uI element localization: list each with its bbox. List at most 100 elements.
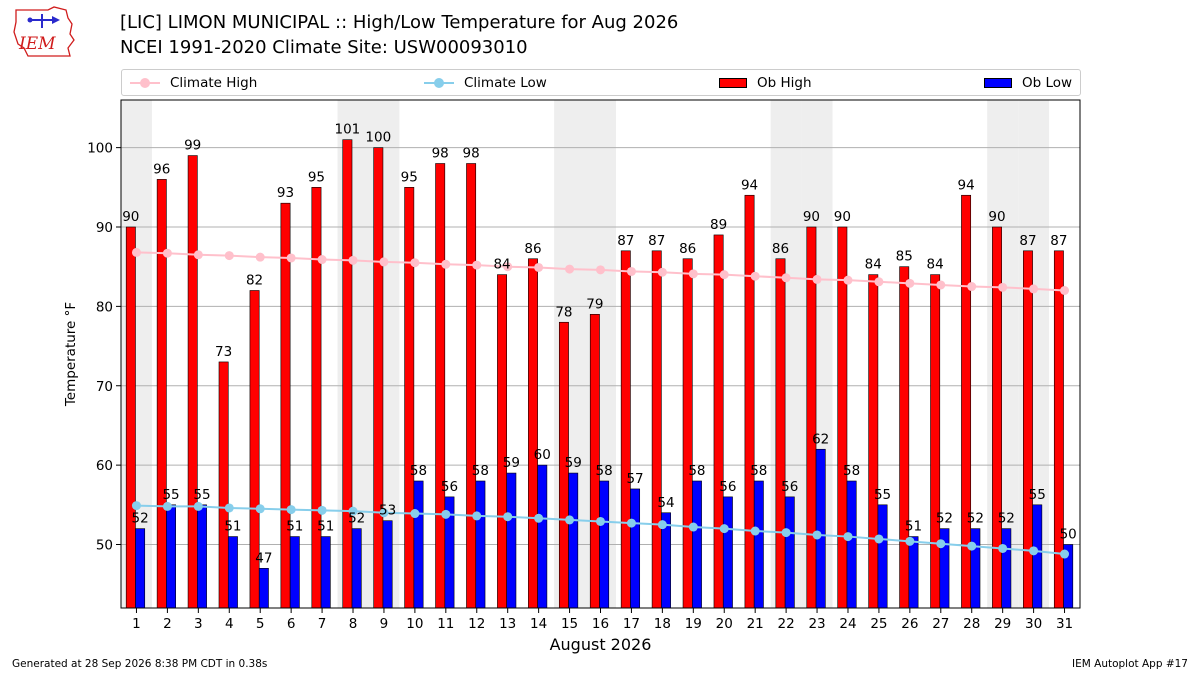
label-ob-low: 51	[286, 519, 303, 535]
point-climate-high	[812, 274, 822, 284]
bar-ob-high	[404, 187, 415, 609]
logo-text: IEM	[18, 34, 56, 54]
bar-ob-high	[311, 187, 322, 609]
bar-ob-high	[775, 258, 786, 609]
label-ob-high: 100	[365, 130, 391, 146]
bar-ob-low	[846, 480, 857, 609]
point-climate-low	[379, 508, 389, 518]
point-climate-high	[596, 265, 605, 275]
bar-ob-high	[342, 139, 353, 609]
bar-ob-high	[280, 202, 291, 609]
bar-ob-high	[682, 258, 693, 609]
bar-ob-low	[599, 480, 610, 609]
bar-ob-low	[753, 480, 764, 609]
legend-item-ob-high: Ob High	[719, 70, 812, 95]
x-tick-label: 1	[132, 616, 141, 632]
bar-ob-high	[466, 163, 477, 609]
point-climate-high	[1060, 286, 1070, 295]
bar-ob-low	[970, 528, 981, 609]
point-climate-low	[224, 503, 234, 513]
bar-ob-low	[258, 568, 269, 609]
point-climate-low	[1029, 546, 1039, 556]
y-tick-label: 70	[96, 379, 113, 395]
label-ob-high: 95	[308, 169, 325, 185]
x-tick-label: 18	[654, 616, 671, 632]
point-climate-high	[534, 262, 544, 272]
legend-swatch	[424, 77, 454, 89]
label-ob-low: 56	[441, 479, 458, 495]
label-ob-low: 51	[317, 519, 334, 535]
footer-generated: Generated at 28 Sep 2026 8:38 PM CDT in …	[12, 658, 268, 670]
bar-ob-high	[435, 163, 446, 609]
point-climate-high	[472, 260, 482, 270]
x-tick-label: 23	[808, 616, 825, 632]
bar-ob-high	[528, 258, 538, 609]
legend-label: Climate High	[170, 74, 258, 91]
bar-ob-high	[837, 226, 848, 609]
bar-ob-low	[722, 496, 733, 609]
point-climate-high	[657, 267, 667, 277]
point-climate-high	[286, 253, 296, 263]
label-ob-low: 55	[1029, 487, 1046, 503]
point-climate-low	[255, 504, 265, 514]
label-ob-low: 53	[379, 503, 396, 519]
x-tick-label: 2	[163, 616, 172, 632]
label-ob-high: 89	[710, 217, 727, 233]
bar-ob-low	[135, 528, 146, 609]
legend-label: Climate Low	[464, 74, 547, 91]
label-ob-high: 84	[927, 257, 944, 273]
bar-ob-low	[351, 528, 362, 609]
bar-ob-low	[227, 536, 238, 609]
legend-item-climate-high: Climate High	[130, 70, 257, 95]
x-tick-label: 16	[592, 616, 609, 632]
label-ob-high: 99	[184, 138, 201, 154]
legend-swatch	[130, 77, 160, 89]
point-climate-low	[162, 501, 172, 511]
point-climate-high	[905, 278, 915, 288]
point-climate-low	[441, 509, 451, 519]
x-tick-label: 20	[716, 616, 733, 632]
point-climate-low	[193, 501, 203, 511]
bar-ob-high	[218, 361, 229, 609]
label-ob-high: 96	[153, 161, 170, 177]
point-climate-high	[379, 257, 389, 267]
label-ob-low: 55	[193, 487, 210, 503]
bar-ob-low	[320, 536, 331, 609]
label-ob-low: 62	[812, 431, 829, 447]
label-ob-high: 90	[834, 209, 851, 225]
point-climate-high	[348, 255, 358, 265]
bar-ob-low	[877, 504, 888, 609]
point-climate-high	[503, 262, 513, 272]
label-ob-low: 55	[874, 487, 891, 503]
legend: Climate High Climate Low Ob High Ob Low	[121, 69, 1081, 96]
label-ob-low: 52	[998, 511, 1015, 527]
point-climate-low	[967, 541, 977, 551]
x-tick-label: 12	[468, 616, 485, 632]
label-ob-low: 60	[534, 447, 551, 463]
x-tick-label: 4	[225, 616, 234, 632]
bar-ob-low	[537, 464, 548, 609]
label-ob-low: 58	[843, 463, 860, 479]
y-tick-label: 90	[96, 220, 113, 236]
point-climate-high	[626, 266, 636, 276]
bar-ob-low	[289, 536, 300, 609]
bar-ob-high	[806, 226, 817, 609]
bar-ob-low	[908, 536, 919, 609]
label-ob-low: 57	[626, 471, 643, 487]
x-tick-label: 25	[870, 616, 887, 632]
iem-logo: IEM	[13, 6, 75, 57]
chart-title: [LIC] LIMON MUNICIPAL :: High/Low Temper…	[120, 12, 679, 33]
y-tick-label: 80	[96, 299, 113, 315]
point-climate-low	[131, 501, 141, 511]
point-climate-low	[596, 516, 605, 526]
point-climate-high	[162, 248, 172, 258]
footer-app: IEM Autoplot App #17	[1072, 658, 1188, 670]
label-ob-high: 73	[215, 344, 232, 360]
bar-ob-low	[413, 480, 424, 609]
label-ob-high: 90	[122, 209, 139, 225]
x-tick-label: 26	[901, 616, 918, 632]
y-tick-label: 60	[96, 458, 113, 474]
x-tick-label: 9	[380, 616, 389, 632]
y-tick-label: 50	[96, 538, 113, 554]
point-climate-high	[874, 277, 884, 287]
